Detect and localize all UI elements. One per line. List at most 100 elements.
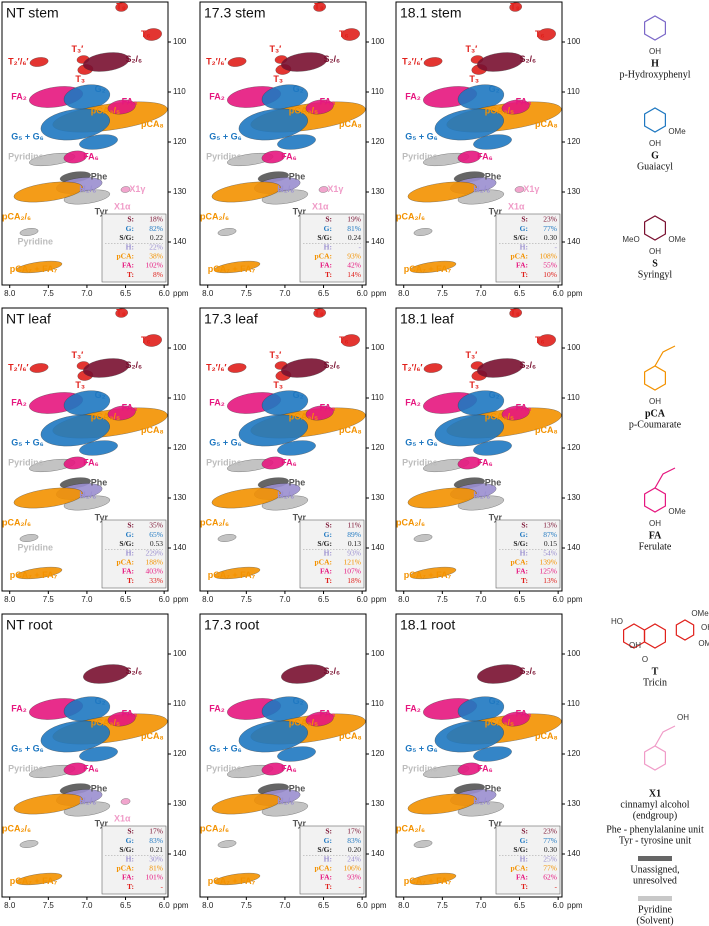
stat-label: H:: [324, 548, 332, 557]
stat-label: FA:: [122, 567, 134, 576]
stat-label: pCA:: [116, 558, 134, 567]
stat-value: 42%: [347, 261, 361, 270]
stats-box: [101, 519, 167, 589]
peak-label: G₂: [293, 390, 304, 400]
stat-label: T:: [325, 270, 332, 279]
x-tick-label: 6.0: [357, 595, 369, 604]
plot-frame: [1, 1, 169, 286]
contour: [79, 746, 118, 762]
y-tick-label: 140: [371, 543, 385, 552]
peak-label: G₂: [293, 84, 304, 94]
peak-label: pCA₈: [141, 425, 164, 435]
peak-label: X1α: [114, 813, 131, 823]
substituent: O: [642, 655, 648, 664]
peak-label: pCA₇ + FA₇: [208, 876, 256, 886]
peak-label: Phe: [485, 783, 502, 793]
stat-value: 83%: [149, 836, 163, 845]
structure-symbol: T: [652, 666, 659, 677]
stat-label: FA:: [320, 567, 332, 576]
peak-label: Pyridine: [402, 151, 438, 161]
stat-value: 93%: [347, 252, 361, 261]
ring: [644, 107, 666, 133]
peak-label: pCA₇ + FA₇: [10, 876, 58, 886]
y-tick-label: 120: [371, 443, 385, 452]
stat-label: T:: [127, 882, 134, 891]
stat-value: -: [359, 882, 362, 891]
contour: [63, 762, 87, 776]
stat-label: S:: [325, 521, 332, 530]
substituent: OH: [649, 247, 661, 256]
stats-box: [101, 825, 167, 895]
peak-label: Tyr: [489, 818, 503, 828]
stats-box: [101, 213, 167, 283]
peak-label: X1γ: [327, 184, 343, 194]
peak-label: G₅ + G₆: [11, 743, 43, 753]
stat-label: S/G:: [513, 233, 528, 242]
contour: [501, 711, 530, 727]
stat-label: S/G:: [513, 539, 528, 548]
stat-label: T:: [521, 576, 528, 585]
peak-label: FA₂: [405, 397, 421, 407]
stat-value: 11%: [348, 521, 361, 530]
stat-value: 24%: [347, 854, 361, 863]
y-tick-label: 110: [173, 87, 186, 96]
x-tick-label: 6.5: [318, 595, 330, 604]
peak-label: T₂′/₆′: [8, 362, 28, 372]
stat-label: S/G:: [119, 233, 134, 242]
stat-value: 0.22: [150, 233, 163, 242]
x-tick-label: 6.5: [120, 595, 132, 604]
stat-label: FA:: [516, 261, 528, 270]
contour: [457, 456, 481, 470]
peak-label: pCA₂/₆: [396, 823, 425, 833]
peak-label: T₃: [469, 74, 479, 84]
stat-label: pCA:: [116, 864, 134, 873]
peak-label: T₃′: [269, 44, 281, 54]
peak-label: G₂: [95, 84, 106, 94]
x-tick-label: 7.5: [43, 595, 55, 604]
peak-label: FA₆: [83, 763, 99, 773]
structure-name: cinnamyl alcohol: [620, 799, 689, 810]
contour: [261, 150, 285, 164]
y-tick-label: 140: [371, 237, 385, 246]
ring: [644, 365, 666, 391]
peak-label: FA₂: [209, 91, 225, 101]
x-tick-label: 7.0: [475, 289, 487, 298]
peak-label: pCA₃/₅: [485, 411, 514, 421]
y-tick-label: 120: [567, 749, 581, 758]
y-tick-label: 120: [371, 749, 385, 758]
stat-value: 54%: [543, 548, 557, 557]
peak-label: Phe: [289, 783, 306, 793]
peak-label: FA₈: [516, 708, 532, 718]
stat-label: S:: [521, 215, 528, 224]
peak-label: S₂/₆: [520, 360, 537, 370]
peak-label: T₂′/₆′: [402, 362, 422, 372]
y-tick-label: 140: [173, 543, 187, 552]
stat-label: H:: [126, 548, 134, 557]
side-chain: [654, 467, 676, 489]
contour: [83, 358, 130, 378]
structure-symbol: X1: [649, 788, 661, 799]
peak-label: H₂/₆: [277, 184, 294, 194]
y-tick-label: 110: [371, 699, 384, 708]
stat-value: 0.30: [544, 233, 557, 242]
substituent: OH: [629, 641, 641, 650]
structure-name: Guaiacyl: [637, 161, 673, 172]
stat-label: pCA:: [314, 864, 332, 873]
peak-label: T₂′/₆′: [206, 56, 226, 66]
contour: [217, 228, 237, 236]
stat-value: 0.20: [348, 845, 361, 854]
stat-value: 77%: [543, 864, 557, 873]
contour: [473, 440, 512, 456]
peak-label: T₃: [273, 74, 283, 84]
stat-label: T:: [521, 882, 528, 891]
x-tick-label: 6.0: [357, 289, 369, 298]
stat-label: H:: [324, 854, 332, 863]
peak-label: X1α: [312, 201, 329, 211]
stat-label: T:: [521, 270, 528, 279]
peak-label: pCA₂/₆: [200, 823, 229, 833]
stats-box: [299, 825, 365, 895]
x-tick-label: 6.0: [357, 901, 369, 910]
plot-frame: [395, 613, 563, 898]
